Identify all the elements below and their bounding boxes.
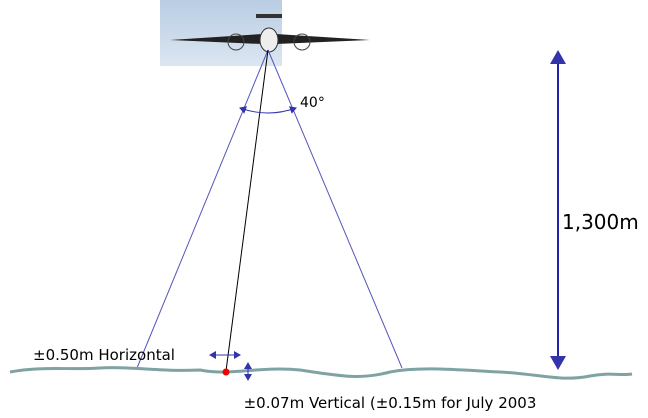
altitude-label: 1,300m [562, 210, 639, 234]
propeller [227, 33, 245, 51]
tail [256, 14, 282, 18]
scan-edge-left [136, 49, 269, 369]
angle-arc [239, 106, 297, 114]
laser-beam [225, 49, 269, 372]
scan-lines [136, 49, 403, 372]
ground [9, 366, 633, 380]
propeller [293, 33, 311, 51]
scan-edge-right [267, 49, 403, 369]
laser-point [222, 368, 230, 376]
horizontal-accuracy: ±0.50m Horizontal [33, 346, 175, 364]
angle-label: 40° [300, 95, 325, 111]
vertical-accuracy: ±0.07m Vertical (±0.15m for July 2003 [244, 394, 537, 412]
aircraft-photo [160, 0, 370, 66]
fuselage [259, 27, 279, 53]
